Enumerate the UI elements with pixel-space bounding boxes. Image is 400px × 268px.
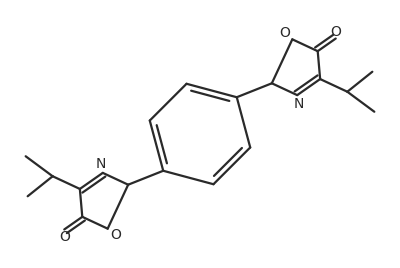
- Text: O: O: [330, 25, 341, 39]
- Text: O: O: [110, 228, 121, 242]
- Text: N: N: [96, 157, 106, 171]
- Text: O: O: [59, 230, 70, 244]
- Text: N: N: [294, 97, 304, 111]
- Text: O: O: [279, 26, 290, 40]
